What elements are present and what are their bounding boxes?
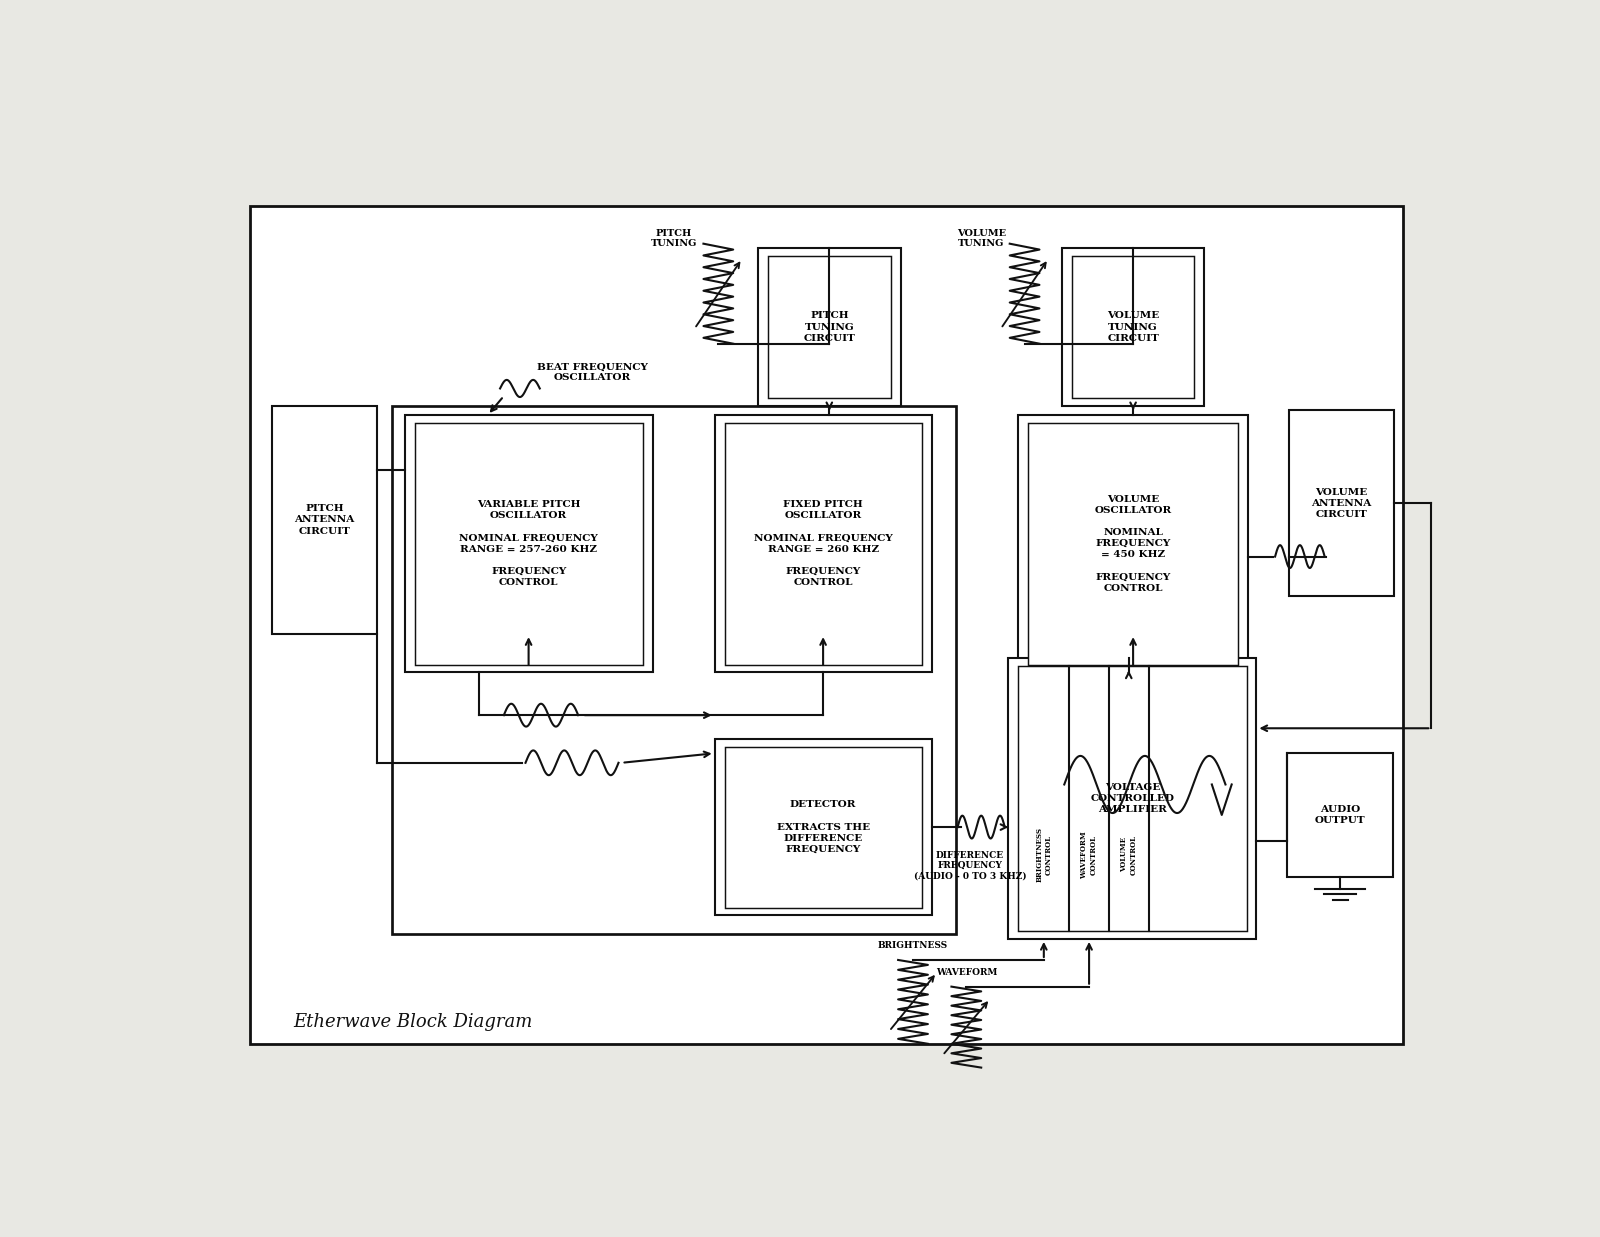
Text: WAVEFORM: WAVEFORM	[936, 969, 997, 977]
Text: FIXED PITCH
OSCILLATOR

NOMINAL FREQUENCY
RANGE = 260 KHZ

FREQUENCY
CONTROL: FIXED PITCH OSCILLATOR NOMINAL FREQUENCY…	[754, 501, 893, 588]
FancyBboxPatch shape	[1288, 753, 1394, 877]
Text: VOLUME
ANTENNA
CIRCUIT: VOLUME ANTENNA CIRCUIT	[1312, 487, 1371, 518]
Text: DETECTOR

EXTRACTS THE
DIFFERENCE
FREQUENCY: DETECTOR EXTRACTS THE DIFFERENCE FREQUEN…	[776, 800, 870, 854]
Text: AUDIO
OUTPUT: AUDIO OUTPUT	[1315, 805, 1365, 825]
FancyBboxPatch shape	[715, 738, 931, 915]
FancyBboxPatch shape	[1019, 416, 1248, 673]
FancyBboxPatch shape	[758, 249, 901, 406]
FancyBboxPatch shape	[1288, 411, 1394, 596]
Text: VARIABLE PITCH
OSCILLATOR

NOMINAL FREQUENCY
RANGE = 257-260 KHZ

FREQUENCY
CONT: VARIABLE PITCH OSCILLATOR NOMINAL FREQUE…	[459, 501, 598, 588]
FancyBboxPatch shape	[1008, 658, 1256, 939]
Text: VOLUME
TUNING
CIRCUIT: VOLUME TUNING CIRCUIT	[1107, 312, 1160, 343]
FancyBboxPatch shape	[272, 406, 378, 635]
Text: PITCH
TUNING: PITCH TUNING	[651, 229, 698, 249]
FancyBboxPatch shape	[768, 256, 891, 398]
Text: VOLUME
CONTROL: VOLUME CONTROL	[1120, 835, 1138, 875]
FancyBboxPatch shape	[1072, 256, 1195, 398]
FancyBboxPatch shape	[725, 747, 922, 908]
FancyBboxPatch shape	[1062, 249, 1205, 406]
FancyBboxPatch shape	[715, 416, 931, 673]
Text: DIFFERENCE
FREQUENCY
(AUDIO - 0 TO 3 KHZ): DIFFERENCE FREQUENCY (AUDIO - 0 TO 3 KHZ…	[914, 851, 1026, 881]
Text: BRIGHTNESS
CONTROL: BRIGHTNESS CONTROL	[1035, 828, 1053, 882]
Text: VOLTAGE
CONTROLLED
AMPLIFIER: VOLTAGE CONTROLLED AMPLIFIER	[1091, 783, 1174, 814]
FancyBboxPatch shape	[725, 423, 922, 664]
Text: BEAT FREQUENCY
OSCILLATOR: BEAT FREQUENCY OSCILLATOR	[538, 362, 648, 382]
FancyBboxPatch shape	[1019, 666, 1246, 931]
Text: PITCH
TUNING
CIRCUIT: PITCH TUNING CIRCUIT	[803, 312, 856, 343]
FancyBboxPatch shape	[414, 423, 643, 664]
FancyBboxPatch shape	[250, 205, 1403, 1044]
FancyBboxPatch shape	[1029, 423, 1238, 664]
Text: VOLUME
TUNING: VOLUME TUNING	[957, 229, 1006, 249]
Text: PITCH
ANTENNA
CIRCUIT: PITCH ANTENNA CIRCUIT	[294, 505, 355, 536]
Text: VOLUME
OSCILLATOR

NOMINAL
FREQUENCY
= 450 KHZ

FREQUENCY
CONTROL: VOLUME OSCILLATOR NOMINAL FREQUENCY = 45…	[1094, 495, 1171, 593]
Text: WAVEFORM
CONTROL: WAVEFORM CONTROL	[1080, 831, 1098, 878]
FancyBboxPatch shape	[250, 205, 1403, 1044]
Text: BRIGHTNESS: BRIGHTNESS	[878, 941, 949, 950]
Text: Etherwave Block Diagram: Etherwave Block Diagram	[293, 1013, 533, 1030]
FancyBboxPatch shape	[405, 416, 653, 673]
